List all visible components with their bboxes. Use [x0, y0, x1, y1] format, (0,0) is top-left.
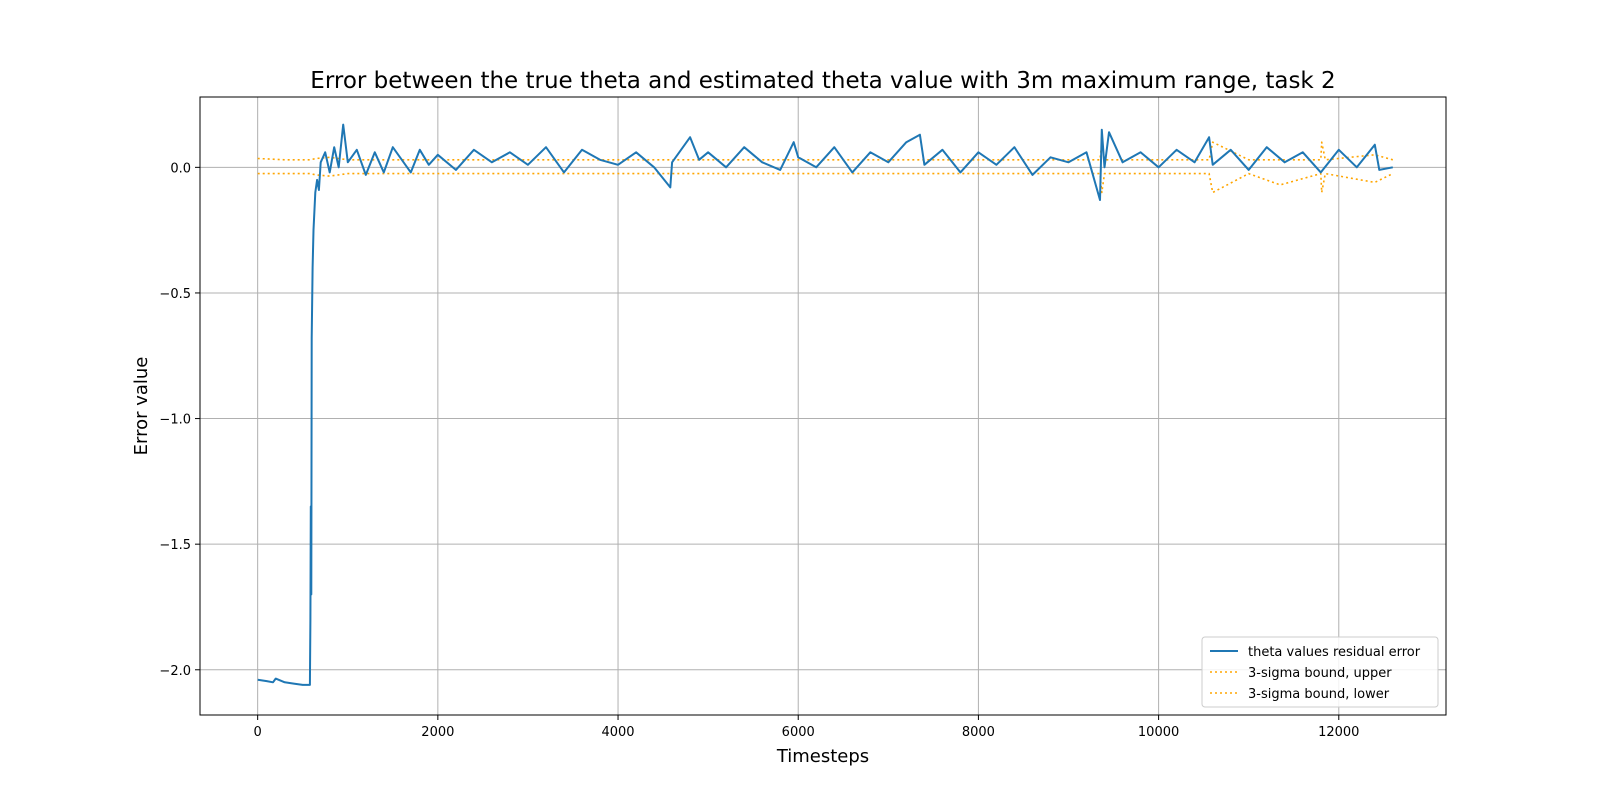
series-layer: [257, 123, 1394, 686]
ticks: 0 2000 4000 6000 8000 10000 12000 0.0 −0.5 −1.0 −1…: [159, 161, 1359, 740]
y-tick-label: −1.0: [159, 413, 191, 428]
grid: [200, 97, 1446, 715]
y-tick-label: −2.0: [159, 664, 191, 679]
legend-box: [1201, 636, 1439, 708]
plot-frame: [199, 96, 1447, 716]
x-tick-label: 0: [254, 725, 262, 740]
legend: theta values residual error 3-sigma boun…: [1201, 636, 1439, 708]
series-line-error: [257, 123, 1393, 686]
legend-label-lower-bound: 3-sigma bound, lower: [1248, 687, 1390, 702]
legend-label-upper-bound: 3-sigma bound, upper: [1248, 666, 1392, 681]
y-tick-label: 0.0: [170, 161, 191, 176]
x-tick-label: 4000: [601, 725, 634, 740]
x-tick-label: 2000: [421, 725, 454, 740]
x-tick-label: 8000: [962, 725, 995, 740]
series-line-lower-bound: [257, 172, 1394, 194]
x-axis-label: Timesteps: [776, 746, 869, 767]
x-tick-label: 12000: [1318, 725, 1359, 740]
legend-label-error: theta values residual error: [1248, 645, 1421, 660]
y-tick-label: −0.5: [159, 287, 191, 302]
x-tick-label: 10000: [1138, 725, 1179, 740]
y-tick-label: −1.5: [159, 538, 191, 553]
x-tick-label: 6000: [782, 725, 815, 740]
chart-title: Error between the true theta and estimat…: [310, 68, 1335, 94]
y-axis-label: Error value: [131, 357, 152, 456]
